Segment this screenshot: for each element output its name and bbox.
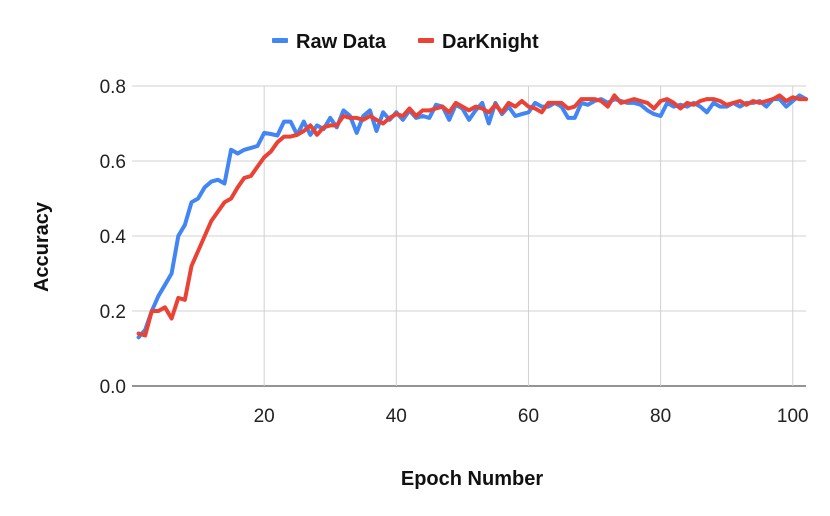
legend: Raw Data DarKnight	[272, 31, 539, 53]
y-tick-label: 0.8	[100, 77, 126, 98]
legend-swatch	[418, 38, 434, 43]
y-axis-title: Accuracy	[31, 201, 53, 292]
series-line-darknight	[136, 93, 808, 338]
series-line-raw-data	[136, 93, 808, 340]
legend-swatch	[272, 38, 288, 43]
x-axis-ticks: 20 40 60 80 100	[254, 406, 809, 427]
x-tick-label: 40	[386, 406, 407, 427]
x-tick-label: 60	[518, 406, 539, 427]
x-tick-label: 100	[777, 406, 809, 427]
x-tick-label: 80	[650, 406, 671, 427]
y-tick-label: 0.2	[100, 302, 126, 323]
y-tick-label: 0.0	[100, 377, 126, 398]
y-tick-label: 0.6	[100, 152, 126, 173]
legend-label: Raw Data	[296, 31, 387, 53]
x-axis-title: Epoch Number	[401, 468, 543, 490]
series-lines	[136, 93, 808, 340]
y-tick-label: 0.4	[100, 227, 127, 248]
x-tick-label: 20	[254, 406, 275, 427]
grid-lines	[132, 85, 806, 387]
y-axis-ticks: 0.0 0.2 0.4 0.6 0.8	[100, 77, 127, 398]
legend-label: DarKnight	[442, 31, 539, 53]
